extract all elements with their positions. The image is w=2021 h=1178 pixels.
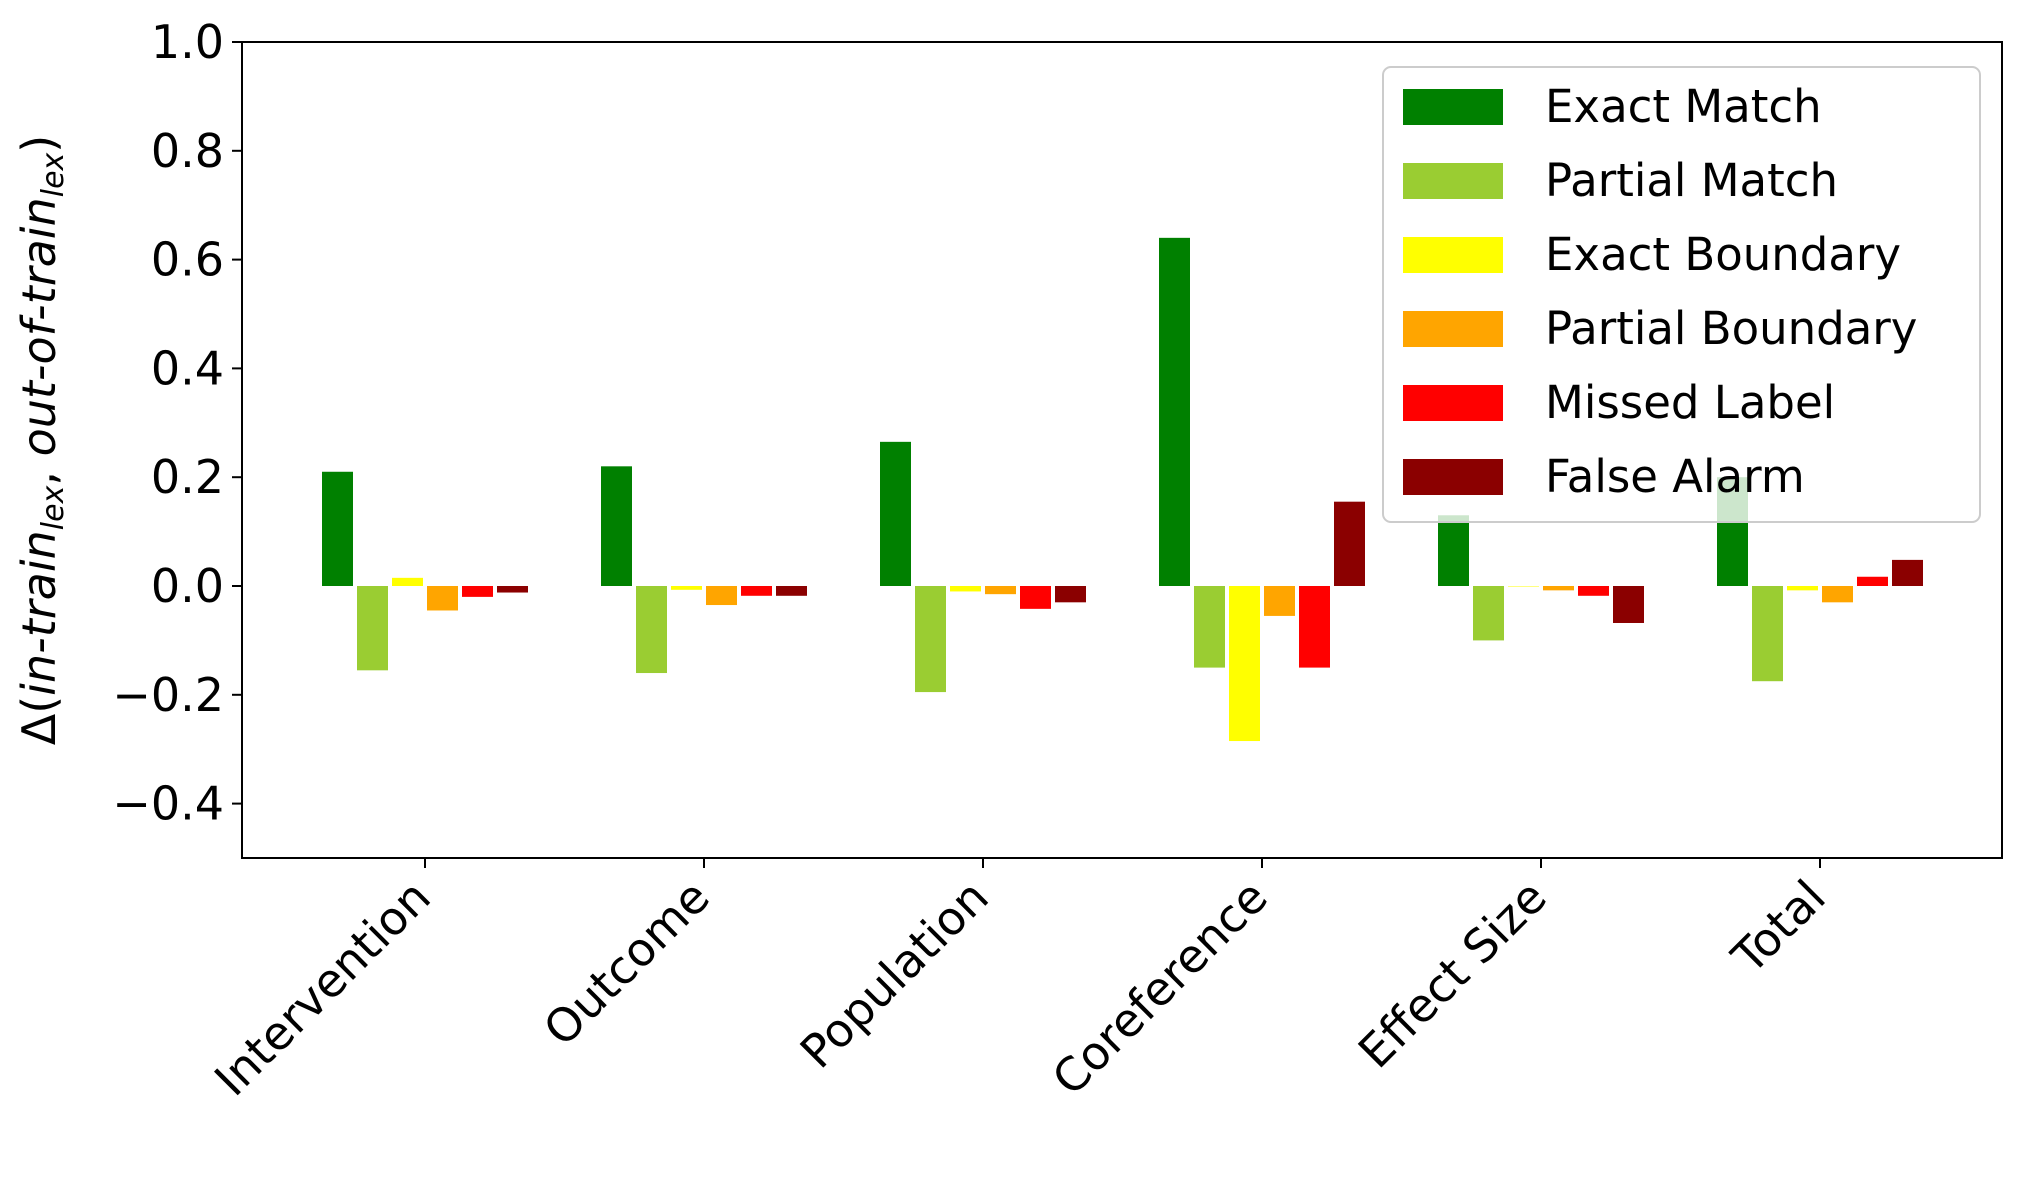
x-ticks-group: Intervention Outcome Population Coreference… (204, 858, 1836, 1106)
bar-exact-boundary-effect-size (1508, 586, 1539, 587)
y-tick-label: −0.2 (112, 668, 224, 722)
bar-missed-label-coreference (1299, 586, 1330, 668)
bar-false-alarm-intervention (497, 586, 528, 593)
bar-partial-boundary-intervention (427, 586, 458, 611)
legend-swatch-partial-match (1403, 163, 1503, 199)
legend-label-partial-boundary: Partial Boundary (1545, 302, 1917, 355)
bar-partial-boundary-coreference (1264, 586, 1295, 616)
bar-missed-label-intervention (462, 586, 493, 597)
x-tick-label-total: Total (1721, 870, 1836, 985)
bar-partial-match-population (915, 586, 946, 693)
y-tick-label: −0.4 (112, 777, 224, 831)
legend-label-partial-match: Partial Match (1545, 154, 1838, 207)
bar-partial-match-intervention (357, 586, 388, 671)
bar-missed-label-outcome (741, 586, 772, 596)
ylabel-prefix: Δ( (12, 696, 66, 745)
y-tick-label: 1.0 (151, 15, 224, 69)
plot-frame (241, 41, 2003, 859)
ylabel-sub2: lex (36, 152, 71, 197)
legend-label-exact-boundary: Exact Boundary (1545, 228, 1901, 281)
bar-partial-boundary-effect-size (1543, 586, 1574, 591)
bar-missed-label-total (1857, 576, 1888, 586)
bar-partial-match-coreference (1194, 586, 1225, 668)
bar-missed-label-population (1020, 586, 1051, 609)
legend-swatch-partial-boundary (1403, 311, 1503, 347)
bar-partial-match-total (1752, 586, 1783, 682)
bar-false-alarm-effect-size (1613, 586, 1644, 623)
x-tick-label-outcome: Outcome (533, 870, 720, 1057)
bar-exact-match-effect-size (1438, 515, 1469, 586)
ylabel-sep: , (12, 456, 66, 485)
bar-exact-boundary-intervention (392, 577, 423, 586)
ylabel-suffix: ) (12, 135, 66, 153)
x-tick-label-population: Population (790, 870, 999, 1079)
legend-box (1382, 66, 1981, 523)
legend-label-false-alarm: False Alarm (1545, 450, 1805, 503)
bar-partial-boundary-total (1822, 586, 1853, 603)
bar-partial-match-effect-size (1473, 586, 1504, 641)
bar-false-alarm-coreference (1334, 501, 1365, 586)
bar-false-alarm-total (1892, 559, 1923, 586)
legend-swatch-exact-boundary (1403, 237, 1503, 273)
ylabel-part2: out-of-train (12, 197, 66, 456)
y-tick-label: 0.6 (151, 233, 224, 287)
legend-swatch-exact-match (1403, 89, 1503, 125)
y-ticks-group: −0.4 −0.2 0.0 0.2 0.4 0.6 0.8 1.0 (112, 15, 242, 831)
y-tick-label: 0.4 (151, 341, 224, 395)
bar-partial-boundary-outcome (706, 586, 737, 606)
bar-exact-boundary-outcome (671, 586, 702, 590)
bar-false-alarm-population (1055, 586, 1086, 603)
ylabel-part1: in-train (12, 530, 66, 696)
axes-group (241, 41, 2003, 859)
bar-exact-boundary-population (950, 586, 981, 592)
bar-false-alarm-outcome (776, 586, 807, 596)
x-tick-label-intervention: Intervention (204, 870, 441, 1107)
legend-swatch-missed-label (1403, 385, 1503, 421)
y-tick-label: 0.8 (151, 124, 224, 178)
x-tick-label-coreference: Coreference (1042, 870, 1278, 1106)
legend-label-exact-match: Exact Match (1545, 80, 1822, 133)
bar-exact-match-coreference (1159, 237, 1190, 586)
bar-exact-match-population (880, 441, 911, 586)
y-tick-label: 0.0 (151, 559, 224, 613)
legend-label-missed-label: Missed Label (1545, 376, 1835, 429)
y-tick-label: 0.2 (151, 450, 224, 504)
bar-partial-boundary-population (985, 586, 1016, 595)
legend: Exact Match Partial Match Exact Boundary Pa… (1382, 66, 1981, 523)
y-axis-label: Δ(in-trainlex, out-of-trainlex) (12, 135, 71, 745)
bar-exact-match-intervention (322, 471, 353, 586)
bar-exact-boundary-coreference (1229, 586, 1260, 742)
bar-exact-match-outcome (601, 466, 632, 586)
bar-partial-match-outcome (636, 586, 667, 674)
ylabel-sub1: lex (36, 485, 71, 530)
bar-missed-label-effect-size (1578, 586, 1609, 596)
legend-swatch-false-alarm (1403, 459, 1503, 495)
x-tick-label-effect-size: Effect Size (1348, 870, 1557, 1079)
bar-exact-boundary-total (1787, 586, 1818, 591)
bars-group (322, 237, 1923, 742)
